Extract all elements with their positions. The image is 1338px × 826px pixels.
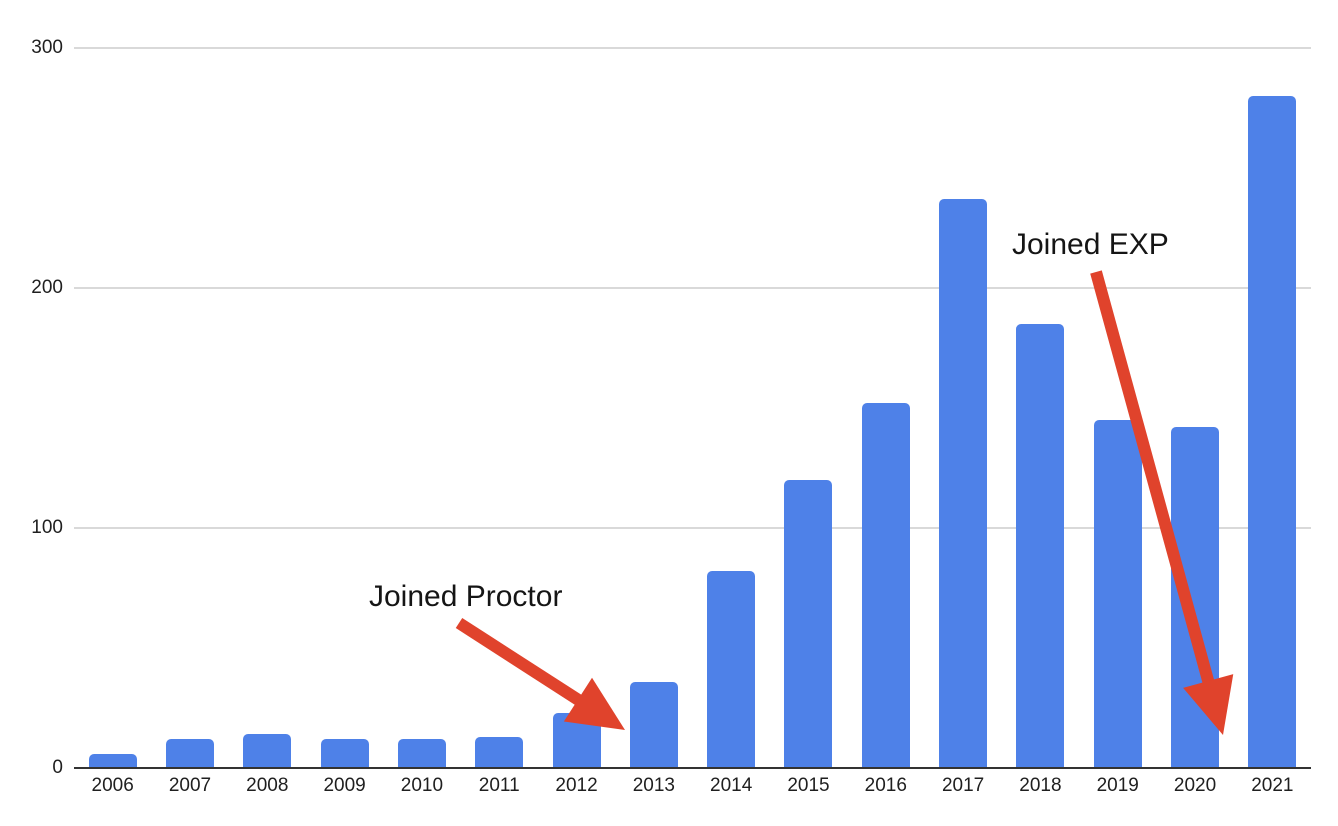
x-tick-label-2014: 2014 bbox=[710, 775, 753, 796]
bar-series bbox=[74, 48, 1311, 768]
bar-2020 bbox=[1171, 427, 1220, 768]
y-tick-label-200: 200 bbox=[31, 277, 63, 298]
x-axis-line bbox=[74, 767, 1311, 769]
bar-2013 bbox=[629, 681, 678, 768]
bar-slot-2011 bbox=[461, 48, 538, 768]
bar-slot-2012 bbox=[538, 48, 615, 768]
bar-2006 bbox=[88, 753, 137, 768]
bar-slot-2016 bbox=[847, 48, 924, 768]
x-tick-label-2011: 2011 bbox=[478, 775, 520, 796]
bar-slot-2007 bbox=[151, 48, 228, 768]
x-tick-label-2006: 2006 bbox=[91, 775, 134, 796]
bar-2012 bbox=[552, 712, 601, 768]
bar-slot-2013 bbox=[615, 48, 692, 768]
bar-slot-2017 bbox=[924, 48, 1001, 768]
x-axis-tick-labels: 2006 2007 2008 2009 2010 2011 2012 2013 2014 2015… bbox=[74, 775, 1311, 797]
x-tick-label-2012: 2012 bbox=[555, 775, 598, 796]
bar-2014 bbox=[707, 571, 756, 768]
x-tick-label-2019: 2019 bbox=[1096, 775, 1139, 796]
x-tick-label-2007: 2007 bbox=[168, 775, 212, 796]
x-tick-label-2009: 2009 bbox=[323, 775, 366, 796]
bar-slot-2018 bbox=[1002, 48, 1079, 768]
x-tick-label-2016: 2016 bbox=[864, 775, 907, 796]
annotation-joined-exp: Joined EXP bbox=[1012, 228, 1169, 261]
bar-slot-2019 bbox=[1079, 48, 1156, 768]
x-tick-label-2017: 2017 bbox=[941, 775, 985, 796]
bar-slot-2009 bbox=[306, 48, 383, 768]
bar-slot-2006 bbox=[74, 48, 151, 768]
bar-2019 bbox=[1093, 420, 1142, 768]
gridline-300 bbox=[74, 47, 1311, 49]
y-tick-label-0: 0 bbox=[52, 757, 63, 778]
bar-2008 bbox=[243, 734, 292, 768]
bar-2011 bbox=[475, 736, 524, 768]
y-tick-label-300: 300 bbox=[31, 37, 63, 58]
bar-2021 bbox=[1248, 96, 1297, 768]
bar-slot-2020 bbox=[1156, 48, 1233, 768]
bar-slot-2014 bbox=[693, 48, 770, 768]
x-tick-label-2013: 2013 bbox=[632, 775, 675, 796]
annotation-joined-proctor: Joined Proctor bbox=[369, 580, 563, 613]
bar-slot-2008 bbox=[229, 48, 306, 768]
gridline-100 bbox=[74, 527, 1311, 529]
bar-slot-2010 bbox=[383, 48, 460, 768]
bar-slot-2021 bbox=[1234, 48, 1311, 768]
bar-2018 bbox=[1016, 324, 1065, 768]
y-tick-label-100: 100 bbox=[31, 517, 63, 538]
bar-2015 bbox=[784, 480, 833, 768]
bar-2009 bbox=[320, 739, 369, 768]
bar-2010 bbox=[397, 739, 446, 768]
x-tick-label-2015: 2015 bbox=[787, 775, 830, 796]
bar-2017 bbox=[939, 199, 988, 768]
x-tick-label-2021: 2021 bbox=[1251, 775, 1294, 796]
gridline-200 bbox=[74, 287, 1311, 289]
x-tick-label-2018: 2018 bbox=[1019, 775, 1062, 796]
plot-area bbox=[74, 47, 1311, 769]
bar-2016 bbox=[861, 403, 910, 768]
x-tick-label-2010: 2010 bbox=[400, 775, 444, 796]
bar-2007 bbox=[165, 739, 214, 768]
bar-slot-2015 bbox=[770, 48, 847, 768]
x-tick-label-2020: 2020 bbox=[1173, 775, 1217, 796]
x-tick-label-2008: 2008 bbox=[246, 775, 289, 796]
